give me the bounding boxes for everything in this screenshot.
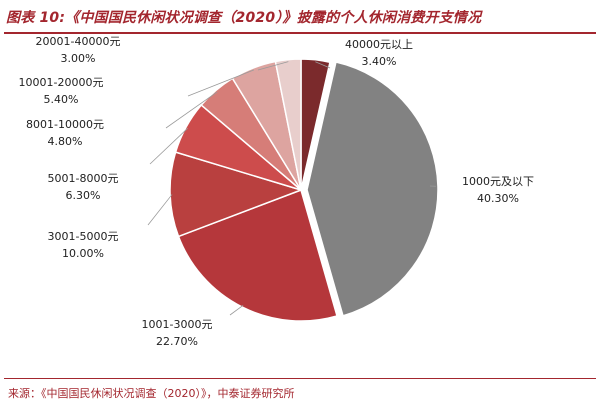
slice-value-label: 3.00% — [61, 52, 96, 65]
slice-category-label: 20001-40000元 — [36, 35, 121, 48]
leader-line — [229, 304, 244, 316]
slice-category-label: 40000元以上 — [345, 38, 413, 51]
slice-value-label: 5.40% — [44, 93, 79, 106]
slice-category-label: 3001-5000元 — [48, 230, 119, 243]
pie-slices — [169, 58, 439, 322]
pie-labels: 40000元以上 3.40% 1000元及以下 40.30% 1001-3000元 22.… — [19, 35, 534, 348]
slice-category-label: 10001-20000元 — [19, 76, 104, 89]
slice-value-label: 10.00% — [62, 247, 104, 260]
figure-header: 图表 10:《中国国民休闲状况调查（2020）》披露的个人休闲消费开支情况 — [4, 6, 596, 34]
slice-value-label: 6.30% — [66, 189, 101, 202]
source-note: 来源：《中国国民休闲状况调查（2020）》，中泰证券研究所 — [8, 387, 295, 400]
slice-category-label: 1001-3000元 — [142, 318, 213, 331]
pie-chart: 40000元以上 3.40% 1000元及以下 40.30% 1001-3000元 22.… — [19, 35, 534, 348]
slice-value-label: 40.30% — [477, 192, 519, 205]
leader-line — [257, 61, 289, 71]
pie-chart-area: 40000元以上 3.40% 1000元及以下 40.30% 1001-3000元 22.… — [0, 30, 600, 375]
slice-category-label: 8001-10000元 — [26, 118, 104, 131]
slice-category-label: 1000元及以下 — [462, 175, 534, 188]
leader-line — [187, 69, 255, 97]
pie-slice — [274, 58, 302, 191]
leader-line — [147, 194, 173, 226]
title-divider — [4, 32, 596, 34]
leader-line — [149, 127, 189, 165]
source-divider — [4, 378, 596, 379]
slice-value-label: 3.40% — [362, 55, 397, 68]
pie-slice — [177, 189, 338, 322]
figure-title: 图表 10:《中国国民休闲状况调查（2020）》披露的个人休闲消费开支情况 — [6, 10, 482, 26]
slice-value-label: 22.70% — [156, 335, 198, 348]
leader-line — [165, 91, 218, 129]
slice-category-label: 5001-8000元 — [48, 172, 119, 185]
slice-value-label: 4.80% — [48, 135, 83, 148]
pie-slice — [169, 151, 304, 238]
pie-slice — [306, 61, 439, 317]
leader-line — [315, 61, 331, 69]
